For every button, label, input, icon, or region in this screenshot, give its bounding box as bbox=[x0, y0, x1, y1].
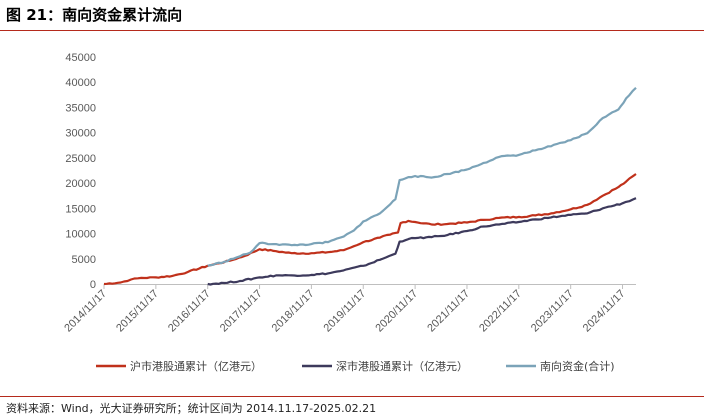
y-tick-label: 30000 bbox=[65, 128, 96, 140]
title-divider bbox=[0, 30, 704, 31]
y-tick-label: 35000 bbox=[65, 102, 96, 114]
series-line bbox=[207, 197, 637, 286]
x-tick-label: 2022/11/17 bbox=[477, 288, 524, 335]
legend: 沪市港股通累计（亿港元） 深市港股通累计（亿港元） 南向资金(合计) bbox=[96, 359, 615, 373]
source-note: 资料来源：Wind，光大证券研究所；统计区间为 2014.11.17-2025.… bbox=[6, 402, 377, 415]
y-tick-label: 5000 bbox=[72, 254, 96, 266]
figure-title: 图 21：南向资金累计流向 bbox=[6, 6, 183, 24]
y-axis: 0 5000 10000 15000 20000 25000 30000 35000 40000… bbox=[65, 52, 96, 291]
x-tick-label: 2023/11/17 bbox=[529, 288, 576, 335]
x-tick-label: 2020/11/17 bbox=[373, 288, 420, 335]
legend-label: 沪市港股通累计（亿港元） bbox=[130, 359, 262, 373]
series-line bbox=[207, 86, 637, 267]
x-tick-label: 2016/11/17 bbox=[166, 288, 213, 335]
y-tick-label: 15000 bbox=[65, 203, 96, 215]
y-tick-label: 40000 bbox=[65, 77, 96, 89]
legend-label: 南向资金(合计) bbox=[540, 359, 615, 373]
y-tick-label: 45000 bbox=[65, 52, 96, 64]
x-tick-label: 2015/11/17 bbox=[114, 288, 161, 335]
x-axis: 2014/11/17 2015/11/17 2016/11/17 2017/11/17… bbox=[62, 284, 636, 334]
x-tick-label: 2017/11/17 bbox=[218, 288, 265, 335]
x-tick-label: 2021/11/17 bbox=[425, 288, 472, 335]
series-lines bbox=[103, 86, 637, 286]
x-tick-label: 2019/11/17 bbox=[322, 288, 369, 335]
x-tick-label: 2018/11/17 bbox=[270, 288, 317, 335]
y-tick-label: 25000 bbox=[65, 153, 96, 165]
series-line bbox=[103, 173, 637, 286]
legend-label: 深市港股通累计（亿港元） bbox=[336, 359, 468, 373]
x-tick-label: 2014/11/17 bbox=[62, 288, 109, 335]
x-tick-label: 2024/11/17 bbox=[581, 288, 628, 335]
y-tick-label: 20000 bbox=[65, 178, 96, 190]
footer-divider bbox=[0, 396, 704, 397]
y-tick-label: 0 bbox=[90, 279, 96, 291]
line-chart: 0 5000 10000 15000 20000 25000 30000 35000 40000… bbox=[62, 52, 637, 373]
y-tick-label: 10000 bbox=[65, 229, 96, 241]
